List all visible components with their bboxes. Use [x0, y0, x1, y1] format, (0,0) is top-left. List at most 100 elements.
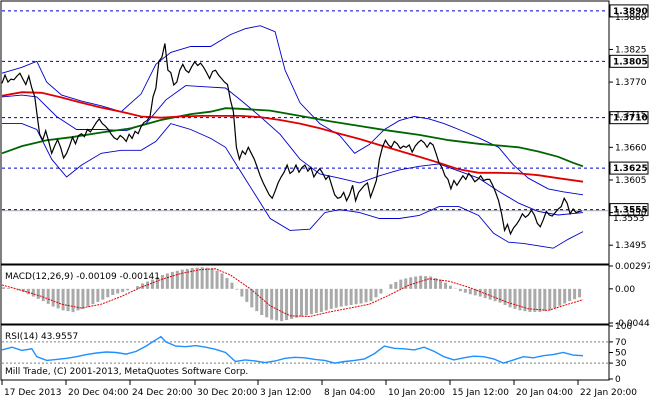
macd-bar [538, 288, 542, 312]
macd-bar [503, 288, 507, 305]
macd-bar [36, 288, 40, 299]
macd-bar [434, 278, 438, 289]
level-label-box [609, 54, 649, 68]
time-tick-label: 20 Jan 04:00 [516, 388, 573, 398]
time-tick-label: 10 Jan 20:00 [388, 388, 445, 398]
macd-bar [225, 278, 229, 289]
macd-bar [126, 288, 130, 291]
price-tick-label: 1.3770 [615, 78, 647, 88]
macd-bar [250, 288, 254, 308]
macd-bar [458, 288, 462, 292]
level-label-box [609, 203, 649, 217]
macd-bar [578, 288, 582, 298]
price-tick-label: 1.3715 [615, 111, 647, 121]
macd-bar [468, 288, 472, 295]
macd-bar [91, 288, 95, 305]
time-tick-label: 30 Dec 20:00 [197, 388, 258, 398]
time-tick-label: 20 Dec 04:00 [68, 388, 129, 398]
macd-bar [508, 288, 512, 308]
level-label: 1.3890 [613, 7, 648, 17]
time-tick-label: 22 Jan 20:00 [580, 388, 637, 398]
price-tick-label: 1.3825 [615, 45, 647, 55]
macd-bar [354, 288, 358, 305]
series-price [1, 43, 583, 236]
macd-bar [389, 284, 393, 289]
rsi-tick-label: 50 [615, 349, 627, 359]
price-tick-label: 1.3880 [615, 13, 647, 23]
macd-bar [478, 288, 482, 297]
macd-bar [488, 288, 492, 300]
rsi-tick-label: 0 [615, 375, 621, 385]
macd-bar [66, 288, 70, 312]
price-tick-label: 1.3660 [615, 143, 647, 153]
macd-bar [334, 288, 338, 308]
current-price-label: 1.3553 [613, 214, 645, 224]
time-tick-label: 17 Dec 2013 [4, 388, 62, 398]
macd-bar [285, 288, 289, 320]
macd-bar [230, 282, 234, 289]
macd-bar [344, 288, 348, 306]
macd-bar [523, 288, 527, 312]
level-label: 1.3710 [613, 114, 648, 124]
macd-bar [141, 283, 145, 289]
macd-bar [329, 288, 333, 309]
macd-bar [369, 288, 373, 302]
macd-bar [215, 270, 219, 289]
macd-bar [71, 288, 75, 312]
macd-bar [493, 288, 497, 302]
macd-bar [165, 273, 169, 289]
macd-bar [404, 278, 408, 289]
macd-bar [513, 288, 517, 309]
macd-bar [314, 288, 318, 314]
macd-bar [175, 270, 179, 289]
rsi-tick-label: 100 [615, 322, 632, 332]
series-ma-100 [1, 107, 584, 168]
macd-bar [76, 288, 80, 311]
macd-bar [533, 288, 537, 312]
macd-bar [190, 268, 194, 289]
macd-bar [245, 288, 249, 302]
macd-tick-label: 0.00297 [615, 262, 650, 272]
macd-bar [235, 288, 239, 290]
macd-bar [339, 288, 343, 307]
macd-bar [528, 288, 532, 312]
macd-bar [364, 288, 368, 303]
macd-bar [558, 288, 562, 306]
rsi-tick-label: 30 [615, 359, 627, 369]
rsi-title: RSI(14) 43.9557 [5, 332, 78, 342]
macd-bar [210, 268, 214, 289]
macd-bar [573, 288, 577, 300]
macd-bar [220, 273, 224, 289]
macd-bar [86, 288, 90, 307]
macd-bar [295, 288, 298, 318]
macd-bar [150, 279, 154, 289]
macd-bar [81, 288, 85, 309]
macd-bar [240, 288, 244, 297]
macd-bar [270, 288, 274, 320]
macd-bar [448, 285, 452, 289]
macd-bar [429, 276, 433, 289]
macd-bar [394, 281, 398, 289]
copyright-text: Mill Trade, (C) 2001-2013, MetaQuotes So… [5, 367, 248, 377]
macd-bar [443, 282, 447, 289]
rsi-tick-label: 70 [615, 338, 627, 348]
macd-bar [419, 275, 423, 289]
macd-title: MACD(12,26,9) -0.00109 -0.00141 [5, 272, 160, 282]
rsi-series [1, 335, 608, 364]
price-tick-label: 1.3605 [615, 176, 647, 186]
macd-bar [473, 288, 477, 296]
macd-bar [31, 288, 35, 297]
macd-bar [324, 288, 328, 311]
time-tick-label: 15 Jan 12:00 [452, 388, 509, 398]
macd-axis-ticks: 0.00297 0.00 -0.00444 [609, 262, 650, 329]
macd-bar [568, 288, 572, 302]
series-ma-50 [1, 91, 584, 183]
macd-bar [180, 269, 184, 289]
macd-bar [463, 288, 467, 293]
macd-bar [26, 288, 30, 295]
macd-bar [309, 288, 313, 315]
macd-tick-label: -0.00444 [615, 319, 650, 329]
